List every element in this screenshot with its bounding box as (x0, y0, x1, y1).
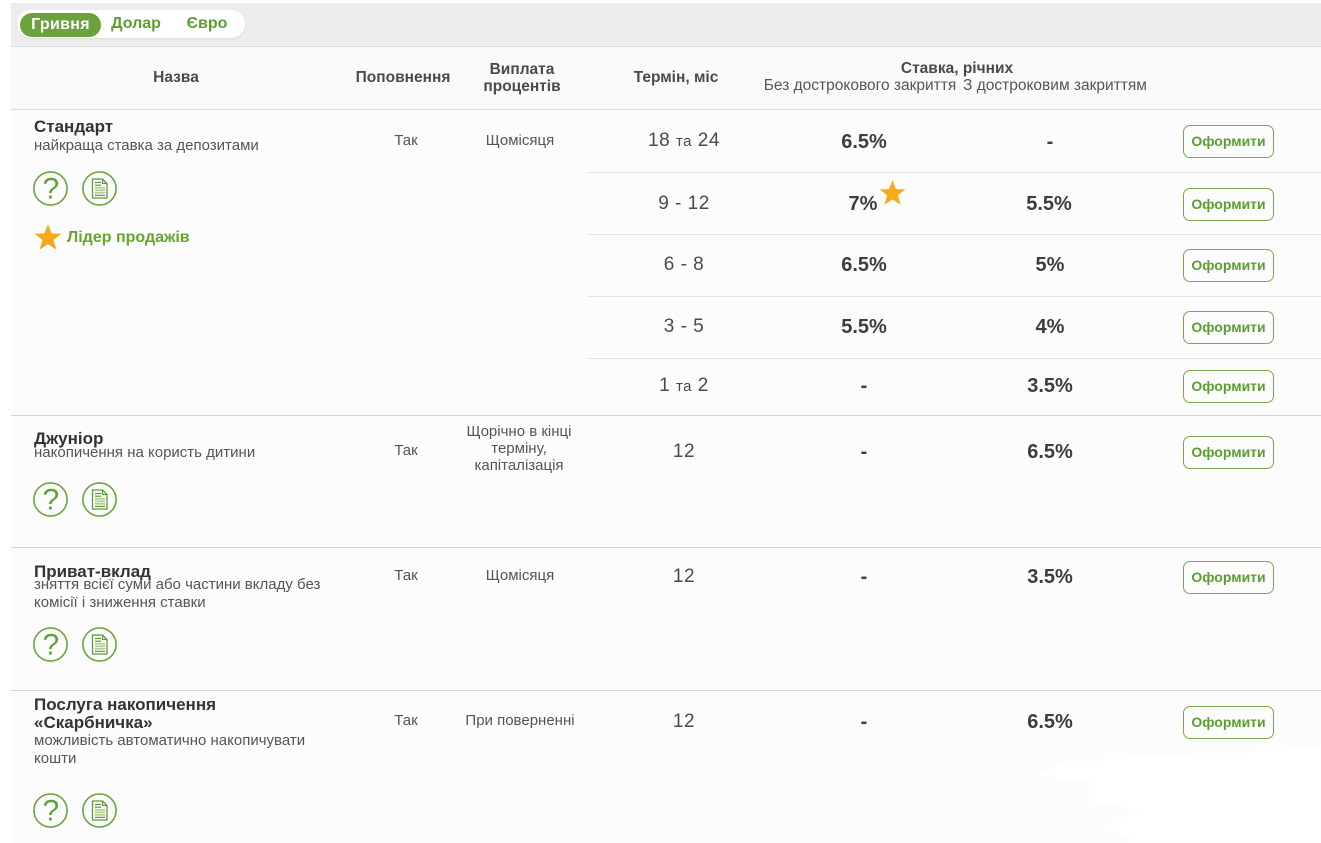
svg-text:?: ? (42, 173, 59, 206)
svg-text:?: ? (42, 795, 59, 828)
svg-text:?: ? (42, 484, 59, 517)
svg-text:?: ? (42, 629, 59, 662)
